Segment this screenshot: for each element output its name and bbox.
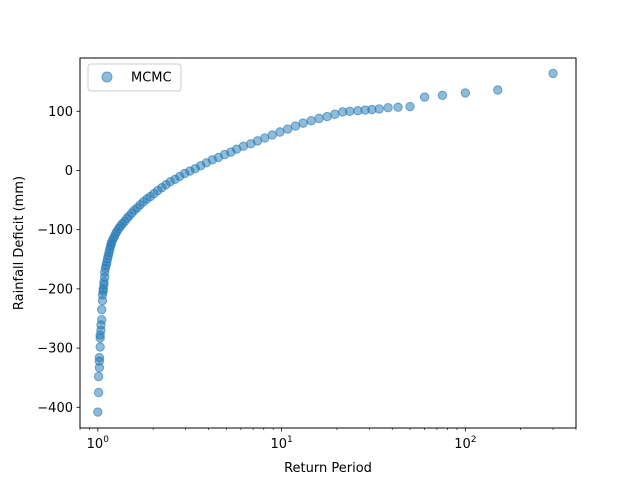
y-axis-label: Rainfall Deficit (mm) xyxy=(12,176,27,310)
data-point xyxy=(93,387,104,398)
legend: MCMC xyxy=(87,63,182,92)
data-point xyxy=(460,88,471,98)
data-point xyxy=(374,104,384,114)
x-axis-label: Return Period xyxy=(284,461,372,476)
data-point xyxy=(93,407,103,417)
data-point xyxy=(437,90,448,101)
data-point xyxy=(97,314,107,325)
data-point xyxy=(298,118,308,128)
data-point xyxy=(393,102,403,112)
y-tick-label: −300 xyxy=(37,342,73,357)
data-point xyxy=(419,92,430,102)
data-point xyxy=(314,113,324,124)
plot-frame xyxy=(79,57,577,429)
data-point xyxy=(330,109,340,119)
y-axis-ticks: −400 −300 −200 −100 0 100 xyxy=(37,105,80,416)
y-tick-label: −100 xyxy=(37,223,73,238)
data-point xyxy=(283,124,293,134)
data-point xyxy=(322,111,332,122)
data-point xyxy=(95,342,105,352)
data-point xyxy=(97,304,107,315)
data-point xyxy=(548,68,558,79)
data-point xyxy=(290,121,301,131)
data-point xyxy=(345,106,355,116)
y-tick-label: 100 xyxy=(48,105,73,120)
data-point xyxy=(306,116,316,126)
x-tick-label: 101 xyxy=(270,435,292,452)
data-point xyxy=(93,371,104,382)
data-point xyxy=(383,103,393,113)
x-axis-ticks: 100 101 102 xyxy=(79,428,577,452)
x-tick-label: 102 xyxy=(454,435,476,452)
y-tick-label: −400 xyxy=(37,401,73,416)
data-point xyxy=(267,130,277,140)
x-tick-label: 100 xyxy=(87,435,110,452)
data-point xyxy=(94,352,105,363)
data-points xyxy=(93,68,558,417)
data-point xyxy=(275,127,285,137)
data-point xyxy=(405,101,415,112)
legend-box xyxy=(87,63,182,92)
legend-marker xyxy=(101,71,113,83)
legend-label: MCMC xyxy=(131,71,172,86)
y-tick-label: −200 xyxy=(37,282,73,297)
y-tick-label: 0 xyxy=(65,164,73,179)
data-point xyxy=(493,85,503,95)
